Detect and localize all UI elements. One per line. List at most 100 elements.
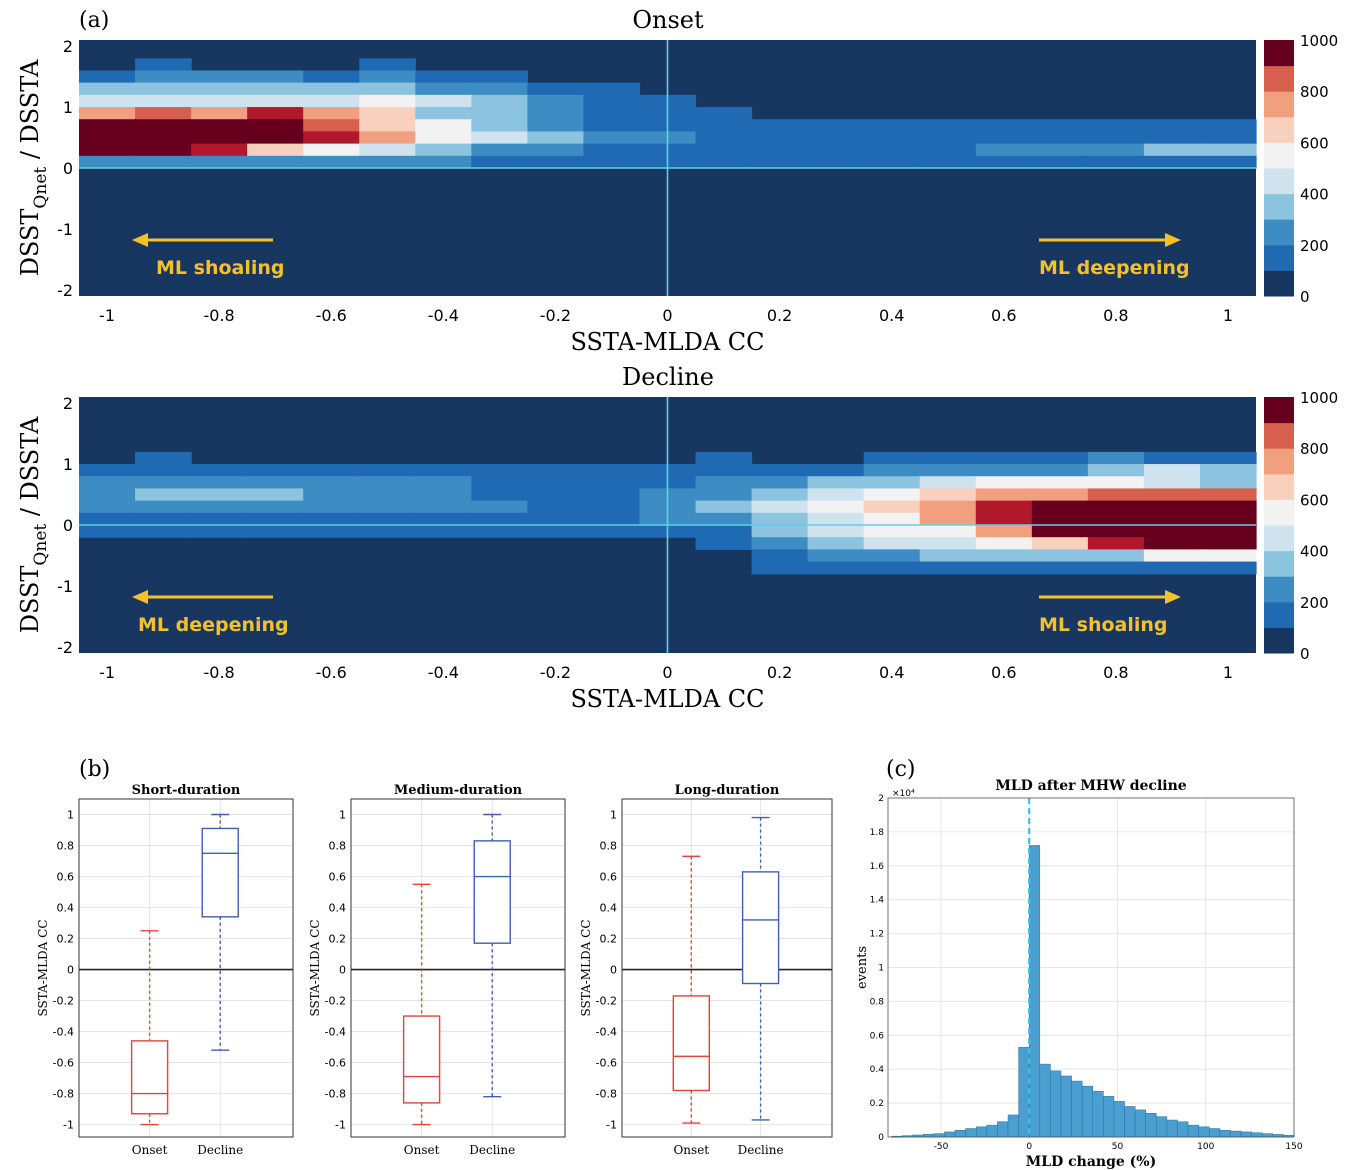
- category-label: Onset: [132, 1143, 168, 1157]
- histogram-title: MLD after MHW decline: [995, 778, 1186, 794]
- heatmap-cell: [79, 143, 136, 157]
- x-tick-label: 50: [1112, 1142, 1124, 1152]
- heatmap-cell: [135, 131, 192, 145]
- y-tick-label: -0.6: [325, 1057, 346, 1070]
- y-tick-label: -0.8: [325, 1088, 346, 1101]
- heatmap-cell: [303, 500, 360, 514]
- histogram-bar: [1166, 1119, 1178, 1138]
- heatmap-cell: [1143, 451, 1201, 465]
- y-tick-label: 1: [878, 964, 884, 974]
- histogram-bar: [1124, 1106, 1136, 1138]
- histogram-bar: [1071, 1080, 1083, 1138]
- colorbar-segment: [1264, 422, 1294, 449]
- y-tick-label: -1: [335, 1119, 346, 1132]
- colorbar-tick-label: 800: [1300, 440, 1329, 458]
- heatmap-cell: [135, 143, 192, 157]
- y-axis-label: SSTA-MLDA CC: [579, 919, 593, 1016]
- heatmap-cell: [863, 537, 921, 550]
- heatmap-cell: [863, 155, 921, 169]
- y-tick-label: 2: [63, 394, 73, 413]
- colorbar-segment: [1264, 499, 1294, 526]
- category-label: Decline: [469, 1143, 515, 1157]
- heatmap-cell: [135, 500, 192, 514]
- y-tick-label: 2: [878, 794, 884, 804]
- heatmap-cell: [135, 476, 192, 490]
- heatmap-cell: [1143, 488, 1201, 502]
- y-tick-label: 1: [63, 98, 73, 117]
- heatmap-cell: [863, 561, 921, 575]
- histogram-bar: [1187, 1124, 1199, 1138]
- heatmap-cell: [527, 143, 585, 157]
- colorbar-tick-label: 0: [1300, 645, 1310, 663]
- colorbar-segment: [1264, 397, 1294, 424]
- x-tick-label: -0.2: [540, 306, 571, 325]
- right-annotation: ML shoaling: [1039, 614, 1168, 636]
- x-tick-label: -0.8: [204, 306, 235, 325]
- heatmap-cell: [1199, 119, 1257, 133]
- heatmap-cell: [247, 107, 304, 120]
- heatmap-cell: [303, 119, 360, 133]
- heatmap-cell: [247, 82, 304, 96]
- heatmap-cell: [79, 107, 136, 120]
- heatmap-cell: [863, 131, 921, 145]
- x-tick-label: 0: [1026, 1142, 1032, 1152]
- y-tick-label: 0.2: [329, 933, 347, 946]
- colorbar-segment: [1264, 627, 1294, 654]
- histogram-bar: [923, 1134, 935, 1138]
- heatmap-cell: [191, 476, 248, 490]
- heatmap-cell: [247, 488, 304, 502]
- iqr-box: [130, 1040, 169, 1115]
- heatmap-cell: [919, 512, 977, 526]
- histogram-bar: [1007, 1114, 1019, 1138]
- histogram-bar: [986, 1124, 998, 1138]
- heatmap-cell: [79, 155, 136, 169]
- heatmap-cell: [975, 525, 1033, 538]
- heatmap-cell: [695, 476, 753, 490]
- decline-title: Decline: [622, 363, 714, 391]
- heatmap-cell: [1199, 488, 1257, 502]
- heatmap-cell: [471, 500, 528, 514]
- heatmap-cell: [415, 476, 472, 490]
- heatmap-cell: [79, 119, 136, 133]
- x-tick-label: 1: [1223, 306, 1233, 325]
- iqr-box: [741, 871, 780, 985]
- heatmap-cell: [1143, 500, 1201, 514]
- colorbar-segment: [1264, 193, 1294, 220]
- y-tick-label: 1.2: [870, 930, 884, 940]
- long-duration-boxplot: -1 -0.8 -0.6 -0.4 -0.2 0 0.2 0.4 0.6 0.8 1 Onset Dec…: [579, 783, 833, 1157]
- heatmap-cell: [303, 155, 360, 169]
- y-tick-label: 1.6: [870, 862, 885, 872]
- heatmap-cell: [471, 488, 528, 502]
- y-tick-label: 0.2: [57, 933, 75, 946]
- short-duration-boxplot: -1 -0.8 -0.6 -0.4 -0.2 0 0.2 0.4 0.6 0.8 1 Onset Dec…: [36, 783, 294, 1157]
- y-tick-label: -0.2: [325, 995, 346, 1008]
- heatmap-cell: [919, 119, 977, 133]
- heatmap-cell: [247, 70, 304, 84]
- heatmap-cell: [583, 464, 641, 477]
- y-axis-label: events: [855, 946, 870, 989]
- y-axis-label-tail: / DSSTA: [16, 416, 44, 524]
- heatmap-cell: [1199, 451, 1257, 465]
- histogram-bar: [1060, 1075, 1072, 1138]
- heatmap-cell: [303, 464, 360, 477]
- heatmap-cell: [919, 525, 977, 538]
- heatmap-cell: [359, 155, 416, 169]
- heatmap-cell: [527, 119, 585, 133]
- heatmap-cell: [191, 119, 248, 133]
- y-tick-label: 0.4: [600, 902, 618, 915]
- x-axis-label: SSTA-MLDA CC: [570, 328, 764, 356]
- heatmap-cell: [247, 525, 304, 538]
- heatmap-cell: [1087, 451, 1145, 465]
- heatmap-cell: [471, 131, 528, 145]
- heatmap-cell: [191, 500, 248, 514]
- heatmap-cell: [695, 500, 753, 514]
- y-tick-label: -1: [57, 220, 73, 239]
- heatmap-cell: [751, 476, 809, 490]
- heatmap-cell: [359, 525, 416, 538]
- heatmap-cell: [79, 500, 136, 514]
- heatmap-cell: [247, 476, 304, 490]
- histogram-bar: [1177, 1121, 1189, 1138]
- heatmap-cell: [807, 525, 865, 538]
- heatmap-cell: [1199, 131, 1257, 145]
